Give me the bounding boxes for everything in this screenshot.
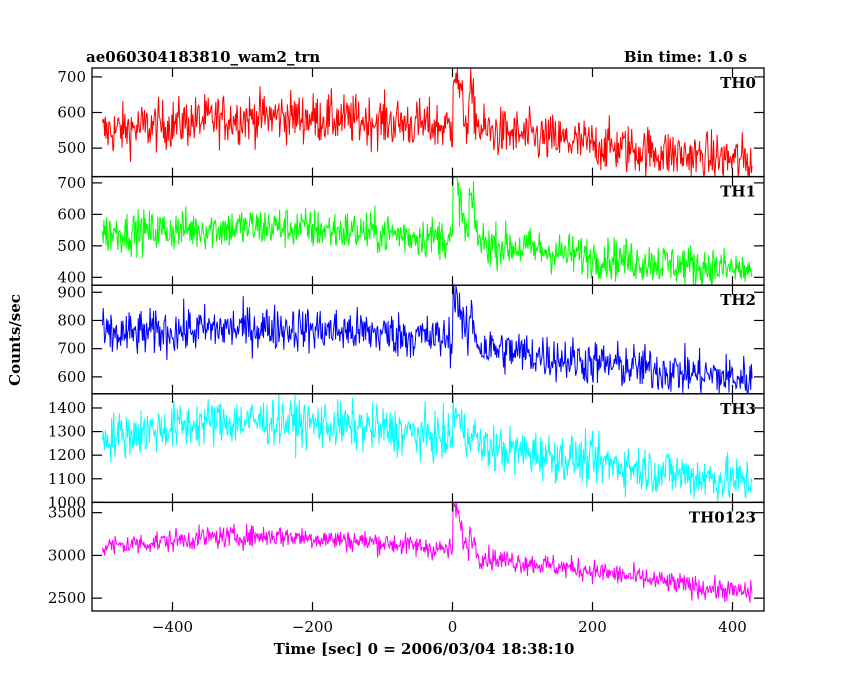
y-tick-label: 3500: [48, 504, 86, 522]
series-th1-line: [102, 175, 753, 287]
y-tick-label: 400: [57, 268, 86, 286]
x-tick-label: 0: [448, 618, 458, 636]
y-tick-label: 2500: [48, 589, 86, 607]
panel-name-label: TH0123: [689, 508, 756, 526]
x-tick-label: −200: [292, 618, 333, 636]
bin-time-label: Bin time: 1.0 s: [624, 48, 747, 66]
y-tick-label: 500: [57, 139, 86, 157]
y-tick-label: 1300: [48, 423, 86, 441]
chart-title: ae060304183810_wam2_trn: [86, 48, 320, 66]
x-tick-label: 200: [578, 618, 607, 636]
y-tick-label: 500: [57, 237, 86, 255]
y-tick-label: 600: [57, 205, 86, 223]
panel-th0123: 2500 3000 3500 TH0123: [48, 501, 765, 612]
y-tick-label: 1100: [48, 470, 86, 488]
y-tick-label: 1400: [48, 399, 86, 417]
panel-name-label: TH1: [720, 183, 756, 201]
panel-frame: [91, 501, 765, 612]
y-tick-label: 900: [57, 283, 86, 301]
x-axis-label: Time [sec] 0 = 2006/03/04 18:38:10: [274, 640, 575, 658]
y-tick-label: 3000: [48, 546, 86, 564]
y-tick-label: 600: [57, 368, 86, 386]
series-th2-line: [102, 285, 753, 394]
panel-th2: 600 700 800 900 TH2: [57, 283, 765, 395]
y-tick-label: 700: [57, 68, 86, 86]
y-tick-label: 1200: [48, 446, 86, 464]
x-tick-label: 400: [718, 618, 747, 636]
series-th0123-line: [102, 502, 753, 603]
panel-stack: 500 600 700 TH0 400 500 600 700 TH1 600 700 800 900 T…: [48, 67, 765, 636]
series-th0-line: [102, 68, 753, 177]
x-tick-label: −400: [152, 618, 193, 636]
y-tick-label: 700: [57, 174, 86, 192]
y-tick-label: 700: [57, 340, 86, 358]
y-tick-label: 600: [57, 104, 86, 122]
y-axis-label: Counts/sec: [6, 294, 24, 386]
panel-name-label: TH0: [720, 74, 756, 92]
panel-name-label: TH3: [720, 400, 756, 418]
panel-name-label: TH2: [720, 291, 756, 309]
y-tick-label: 800: [57, 311, 86, 329]
series-th3-line: [102, 394, 753, 502]
y-tick-label: 1000: [48, 493, 86, 511]
